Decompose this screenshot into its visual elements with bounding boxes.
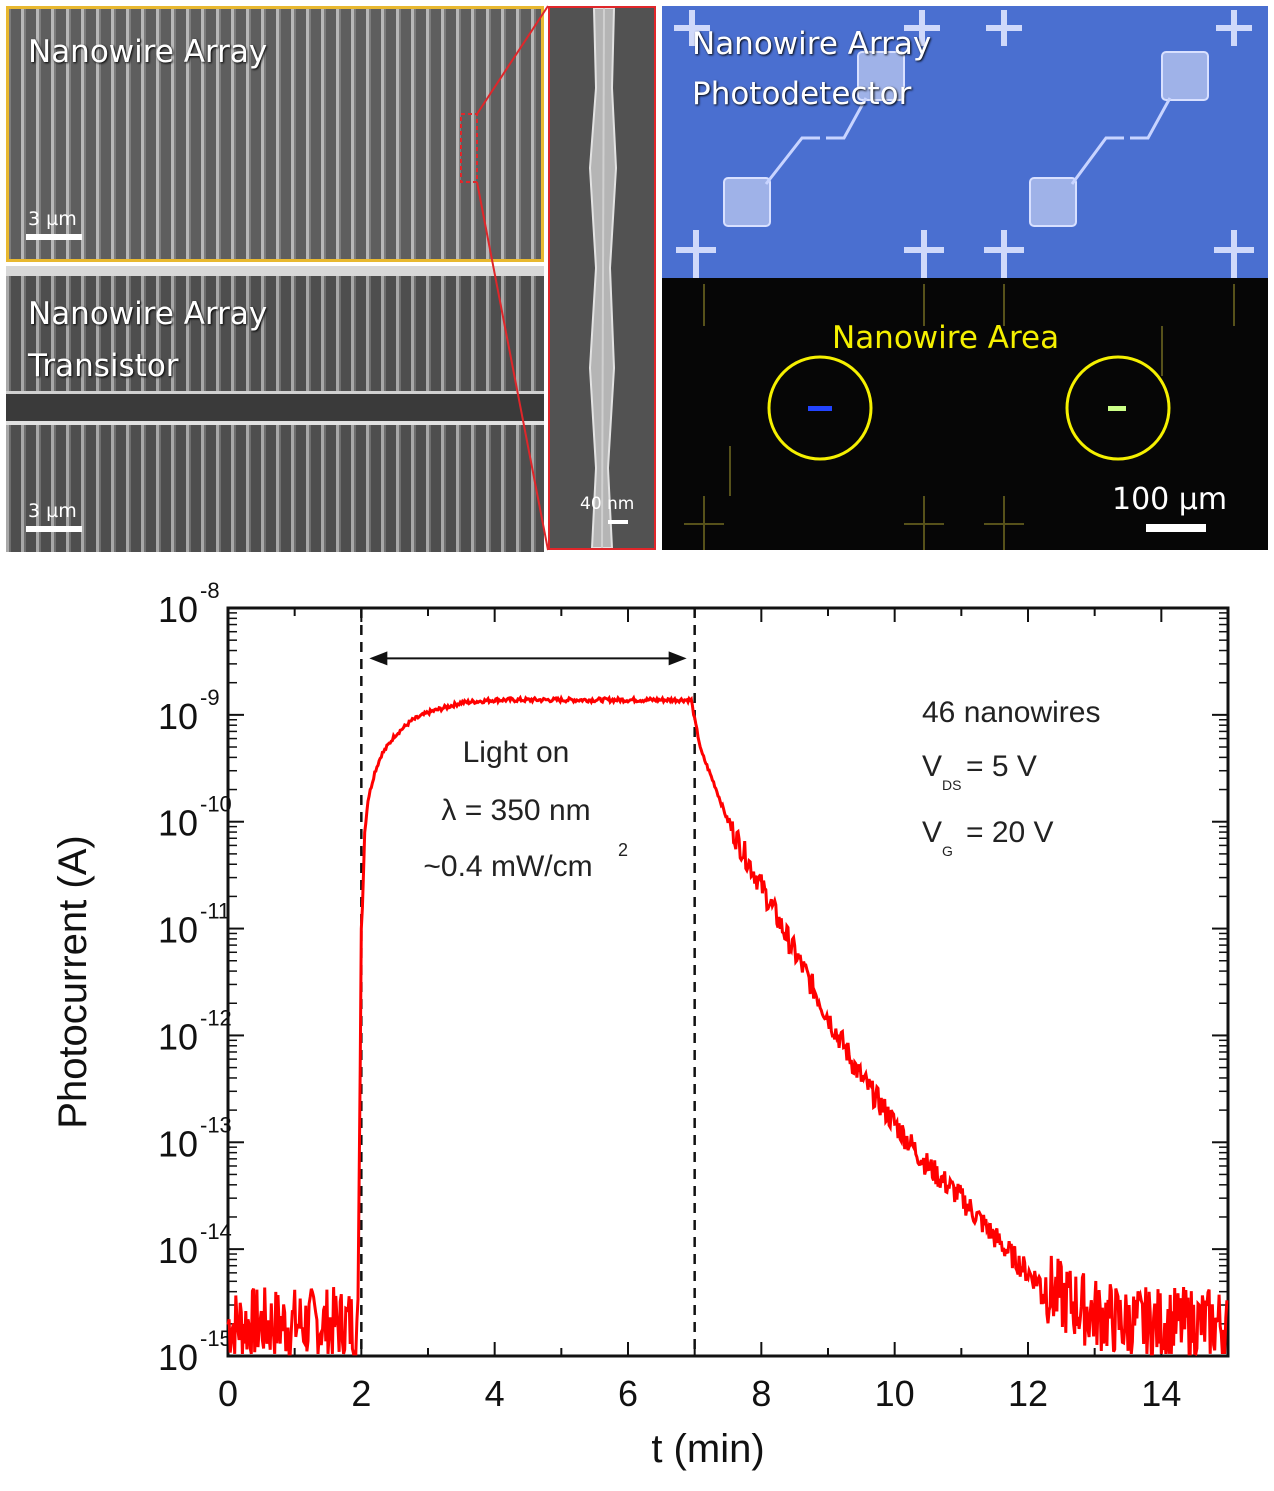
sem-transistor-panel: Nanowire Array Transistor 3 µm [6,266,544,552]
sem-array-scale-bar [26,234,82,240]
sem-array-scale-label: 3 µm [28,208,77,230]
y-tick-exponent: -14 [200,1219,232,1244]
y-tick-label: 10 [158,696,198,737]
annotation-vg-value: = 20 V [966,816,1054,849]
y-tick-exponent: -11 [200,899,230,924]
x-tick-label: 6 [618,1373,638,1414]
electrodes [723,51,1209,227]
y-tick-exponent: -8 [200,578,220,603]
x-tick-label: 10 [875,1373,915,1414]
highlight-frame [6,6,544,262]
x-tick-label: 0 [218,1373,238,1414]
nanowire-area-circle-right [1065,355,1171,461]
arrow-head-right [668,651,687,666]
optical-label-line1: Nanowire Array [692,26,932,62]
transistor-scale-bar [26,526,82,532]
annotation-vds-subscript: DS [942,777,961,793]
annotation-vg: V [922,816,942,849]
sem-array-image [6,6,544,262]
optical-scale-label: 100 µm [1112,482,1228,517]
y-tick-label: 10 [158,1337,198,1378]
photocurrent-trace [226,694,1229,1357]
x-tick-label: 12 [1008,1373,1048,1414]
annotation-wavelength: λ = 350 nm [441,794,590,827]
nanowire-zoom-image [588,8,618,548]
zoom-scale-bar [608,520,628,524]
optical-label-line2: Photodetector [692,76,912,112]
x-tick-label: 8 [751,1373,771,1414]
annotation-nanowires: 46 nanowires [922,696,1100,729]
x-tick-label: 4 [485,1373,505,1414]
annotation-vds: V [922,750,942,783]
y-tick-exponent: -15 [200,1326,232,1351]
x-axis-label: t (min) [651,1427,764,1471]
y-tick-label: 10 [158,1123,198,1164]
nanowire-area-label: Nanowire Area [832,320,1060,356]
annotation-vds-value: = 5 V [966,750,1037,783]
optical-image [662,6,1268,550]
y-tick-exponent: -12 [200,1005,232,1030]
optical-panel: Nanowire Array Photodetector Nanowire Ar… [662,6,1268,550]
transistor-label-line2: Transistor [28,348,179,384]
y-tick-exponent: -10 [200,792,232,817]
zoom-region-marker [460,113,478,183]
sem-zoom-panel: 40 nm [548,6,656,550]
y-axis-label: Photocurrent (A) [51,835,95,1128]
sem-array-panel: Nanowire Array 3 µm [6,6,544,262]
x-tick-label: 14 [1141,1373,1181,1414]
plot-frame [226,606,1230,1358]
annotation-power-exponent: 2 [618,840,628,860]
annotation-light-on: Light on [463,736,570,769]
y-tick-label: 10 [158,910,198,951]
y-tick-label: 10 [158,1230,198,1271]
nanowire-area-circle-left [767,355,873,461]
transistor-scale-label: 3 µm [28,500,77,522]
x-tick-label: 2 [351,1373,371,1414]
y-tick-exponent: -9 [200,685,220,710]
sem-array-label: Nanowire Array [28,34,268,70]
sem-transistor-image [6,266,544,552]
optical-scale-bar [1146,524,1206,532]
arrow-head-left [369,651,388,666]
y-tick-label: 10 [158,1016,198,1057]
y-tick-exponent: -13 [200,1112,232,1137]
annotation-power: ~0.4 mW/cm [423,850,592,883]
y-tick-label: 10 [158,803,198,844]
zoom-scale-label: 40 nm [580,494,635,514]
alignment-marks [674,10,1254,278]
transistor-label-line1: Nanowire Array [28,296,268,332]
y-tick-label: 10 [158,589,198,630]
annotation-vg-subscript: G [942,843,953,859]
